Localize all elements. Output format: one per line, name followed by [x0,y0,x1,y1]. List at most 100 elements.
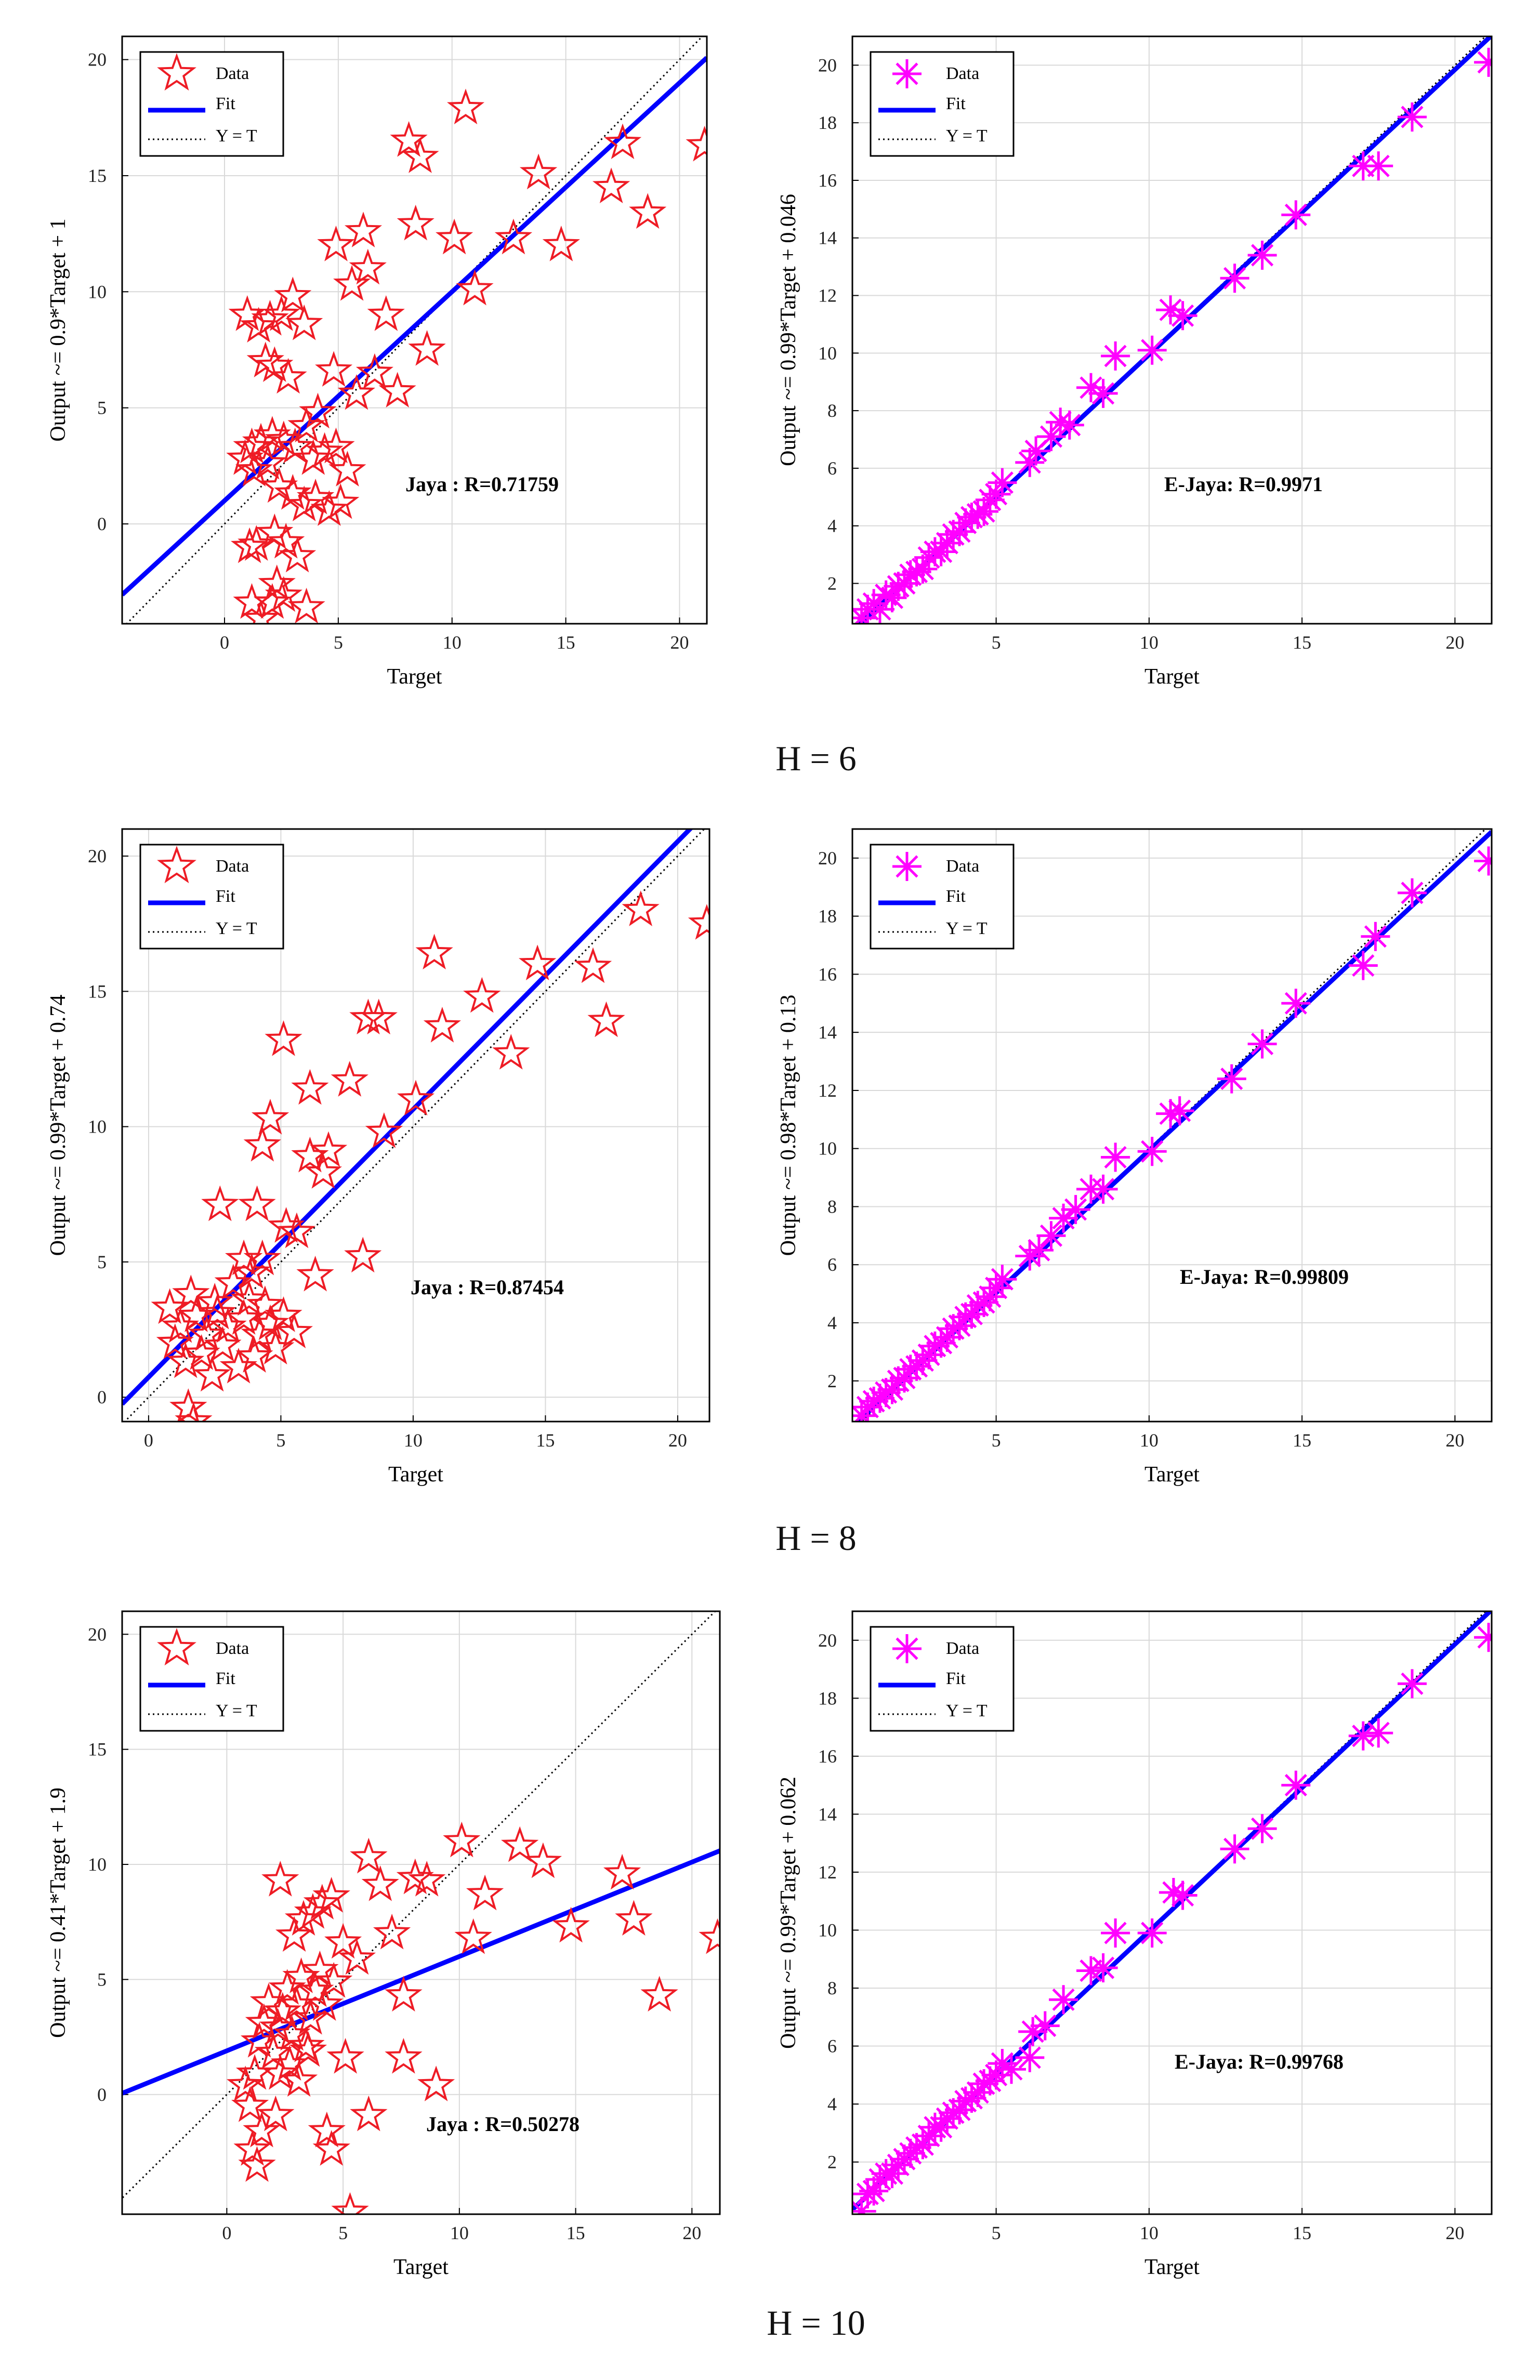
data-point [1088,378,1118,408]
data-point [175,1402,213,1422]
data-point [235,1337,273,1373]
data-point [1101,1142,1130,1172]
data-point [939,2098,968,2127]
data-point [235,451,273,486]
data-point [261,1861,299,1897]
chart-4: 5 10 15 20 2 4 6 8 10 12 14 16 18 20 Data Fit Y = T E-Jay… [776,828,1493,1487]
y-tick-label: 15 [88,165,107,186]
legend-box [870,844,1015,950]
data-point [1398,878,1427,908]
data-point [167,1342,205,1378]
axes-frame [121,828,710,1423]
legend-fit-label: Fit [946,94,966,113]
x-tick-label: 20 [1445,632,1464,653]
legend: Data Fit Y = T [870,51,1015,157]
data-point [401,137,439,173]
data-point [963,499,993,529]
data-point [1036,422,1066,451]
legend-ref-label: Y = T [216,126,257,146]
data-point [1168,301,1197,331]
data-point [1159,1878,1188,1907]
data-point [378,372,416,408]
data-point [1015,2043,1045,2072]
y-tick-label: 4 [827,516,837,536]
x-tick-label: 20 [668,1430,687,1451]
data-point [871,1378,901,1408]
data-point [951,2086,980,2116]
data-point [932,1322,962,1352]
data-point [926,2112,956,2142]
legend-marker [157,1628,196,1666]
legend-data-label: Data [946,1639,979,1658]
legend-ref-label: Y = T [946,1701,988,1720]
data-point [423,1006,461,1043]
data-point [1055,410,1084,440]
section-label-h8: H = 8 [775,1518,857,1558]
y-tick-label: 5 [97,398,107,418]
data-point [1046,407,1075,437]
data-point [877,583,907,613]
y-tick-label: 10 [88,1116,107,1137]
data-point [275,1916,313,1952]
chart-5: 0 5 10 15 20 0 5 10 15 20 Data Fit Y = T Jaya : R=0.5… [46,1610,721,2279]
data-point [1247,1029,1277,1059]
data-point [246,1285,284,1321]
data-point [622,890,660,926]
data-point [969,497,999,526]
y-tick-label: 6 [827,1254,837,1275]
legend-ref-label: Y = T [946,126,988,146]
data-point [890,569,919,598]
x-axis-label: Target [393,2255,449,2279]
data-point [291,1069,329,1105]
data-point [344,212,383,247]
chart-1: 0 5 10 15 20 0 5 10 15 20 Data Fit Y = T Jaya : R=0.7… [46,35,708,689]
plot-content [122,1611,720,2214]
x-tick-label: 15 [536,1430,555,1451]
y-tick-label: 10 [818,1138,837,1159]
data-point [257,2095,295,2132]
data-point [349,998,387,1035]
data-point [199,1293,236,1330]
plot-content [122,36,707,624]
data-point [1049,1203,1078,1233]
data-point [1364,1718,1393,1748]
data-point [896,1355,925,1384]
data-point [249,443,287,480]
legend-fit-label: Fit [946,887,966,906]
legend-fit-label: Fit [216,887,235,906]
x-axis-label: Target [387,665,442,689]
data-point [312,2130,350,2166]
data-point [519,153,558,190]
reference-line [122,1611,717,2200]
data-point [415,933,453,970]
data-point [397,204,435,241]
r-value-annotation: Jaya : R=0.87454 [411,1276,564,1299]
y-tick-label: 14 [818,228,837,248]
data-point [463,977,501,1013]
x-tick-label: 0 [220,632,229,653]
data-point [981,1273,1011,1303]
y-tick-label: 5 [97,1969,107,1990]
data-point [309,1131,348,1167]
data-point [315,351,353,387]
y-tick-label: 10 [88,1854,107,1875]
r-value-annotation: E-Jaya: R=0.99809 [1180,1265,1349,1288]
data-point [1088,1953,1118,1982]
plot-content [852,829,1492,1422]
y-tick-label: 6 [827,2036,837,2057]
data-point [1474,47,1492,77]
data-point [356,353,393,389]
data-point [251,1304,289,1340]
data-point [169,1388,207,1422]
y-tick-label: 10 [818,1919,837,1940]
data-point [997,2055,1026,2084]
data-point [238,525,275,561]
data-point [227,2066,265,2101]
axes-frame [851,1610,1493,2215]
data-point [1030,2011,1060,2041]
y-tick-label: 8 [827,1978,837,1998]
data-point [877,1375,907,1404]
data-point [1076,373,1105,402]
data-point [443,1821,481,1858]
data-point [945,517,974,546]
